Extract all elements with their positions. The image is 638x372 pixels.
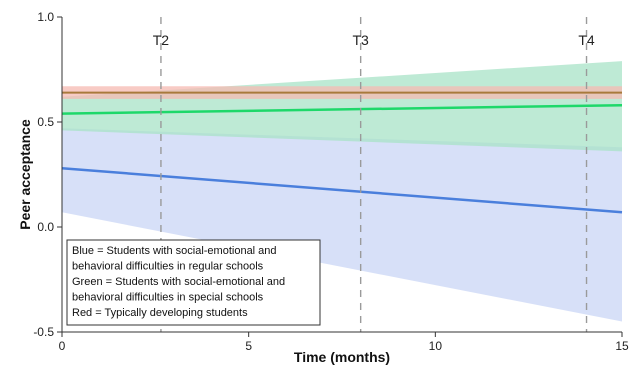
axes: -0.5 0.0 0.5 1.0 0 5 10 15 bbox=[33, 10, 629, 353]
legend-line-5: Red = Typically developing students bbox=[72, 307, 248, 319]
time-marker-label-t2: T2 bbox=[153, 32, 170, 48]
legend-box bbox=[66, 239, 321, 326]
legend: Blue = Students with social-emotional an… bbox=[66, 239, 321, 326]
blue-confidence-band bbox=[62, 128, 622, 322]
legend-line-3: Green = Students with social-emotional a… bbox=[72, 276, 285, 288]
series-lines bbox=[61, 91, 623, 214]
y-tick-label: 0.5 bbox=[37, 115, 54, 129]
x-tick-label: 0 bbox=[59, 339, 66, 353]
legend-line-2: behavioral difficulties in regular schoo… bbox=[72, 261, 264, 273]
green-confidence-band bbox=[62, 61, 622, 152]
y-tick-label: 1.0 bbox=[37, 10, 54, 24]
x-axis-title: Time (months) bbox=[294, 349, 390, 365]
time-marker-label-t4: T4 bbox=[578, 32, 595, 48]
blue-series-line bbox=[61, 166, 623, 214]
green-series-line bbox=[61, 103, 623, 115]
x-tick-label: 10 bbox=[429, 339, 443, 353]
x-tick-label: 5 bbox=[245, 339, 252, 353]
legend-line-4: behavioral difficulties in special schoo… bbox=[72, 292, 264, 304]
legend-line-1: Blue = Students with social-emotional an… bbox=[72, 245, 277, 257]
time-marker-label-t3: T3 bbox=[352, 32, 369, 48]
y-tick-label: -0.5 bbox=[33, 325, 54, 339]
x-tick-label: 15 bbox=[615, 339, 629, 353]
time-point-markers: T2 T3 T4 bbox=[153, 17, 595, 332]
y-axis-title: Peer acceptance bbox=[17, 119, 33, 230]
confidence-bands bbox=[62, 61, 622, 322]
y-tick-label: 0.0 bbox=[37, 220, 54, 234]
